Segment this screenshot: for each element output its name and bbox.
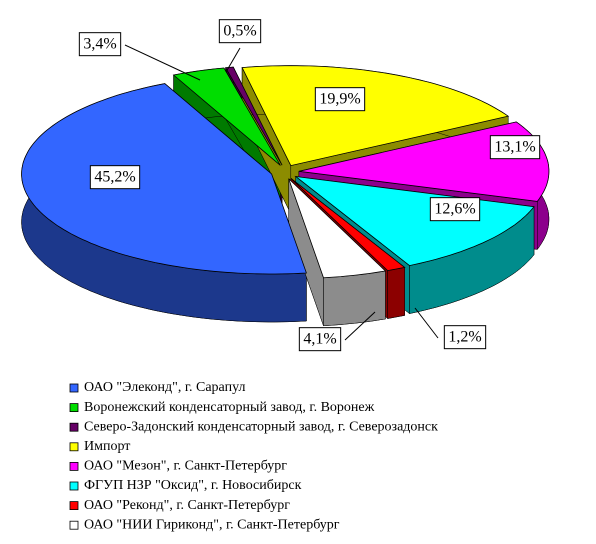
- slice-top: [172, 67, 281, 166]
- leader-line: [225, 47, 241, 73]
- legend-swatch: [69, 520, 79, 530]
- legend-label: ФГУП НЗР "Оксид", г. Новосибирск: [84, 478, 302, 493]
- label-box: [489, 135, 541, 160]
- data-label: 1,2%: [448, 329, 481, 346]
- data-label: 19,9%: [319, 91, 360, 108]
- data-label: 4,1%: [303, 331, 336, 348]
- data-label: 13,1%: [494, 139, 535, 156]
- label-box: [89, 165, 141, 190]
- label-box: [218, 19, 262, 44]
- legend-swatch: [69, 422, 79, 432]
- legend-label: ОАО "Реконд", г. Санкт-Петербург: [84, 498, 290, 513]
- legend-label: Северо-Задонский конденсаторный завод, г…: [84, 419, 438, 434]
- label-box: [298, 327, 342, 352]
- legend-label: ОАО "Мезон", г. Санкт-Петербург: [84, 459, 287, 474]
- legend-swatch: [69, 461, 79, 471]
- legend-swatch: [69, 403, 79, 413]
- slice-top: [21, 83, 307, 275]
- slice-top: [298, 121, 550, 202]
- leader-line: [344, 311, 376, 341]
- slice-tops: [21, 65, 550, 279]
- slice-top: [224, 66, 283, 166]
- data-label: 0,5%: [223, 23, 256, 40]
- legend-label: Импорт: [84, 439, 130, 454]
- legend-swatch: [69, 501, 79, 511]
- leader-line: [414, 307, 439, 339]
- label-box: [314, 87, 366, 112]
- legend-label: ОАО "Элеконд", г. Сарапул: [84, 380, 245, 395]
- slice-top: [288, 178, 387, 279]
- leader-line: [124, 44, 201, 81]
- slice-top: [241, 65, 510, 167]
- data-label: 3,4%: [83, 36, 116, 53]
- legend-label: ОАО "НИИ Гириконд", г. Санкт-Петербург: [84, 517, 340, 532]
- slice-side: [387, 267, 405, 319]
- legend-swatch: [69, 442, 79, 452]
- label-box: [78, 32, 122, 57]
- label-box: [429, 197, 481, 222]
- data-label: 12,6%: [434, 201, 475, 218]
- data-label: 45,2%: [94, 169, 135, 186]
- label-box: [443, 325, 487, 350]
- slice-top: [290, 177, 406, 272]
- legend-swatch: [69, 383, 79, 393]
- legend-label: Воронежский конденсаторный завод, г. Вор…: [84, 400, 375, 415]
- slice-top: [294, 175, 535, 267]
- slice-side: [323, 270, 386, 327]
- legend-swatch: [69, 481, 79, 491]
